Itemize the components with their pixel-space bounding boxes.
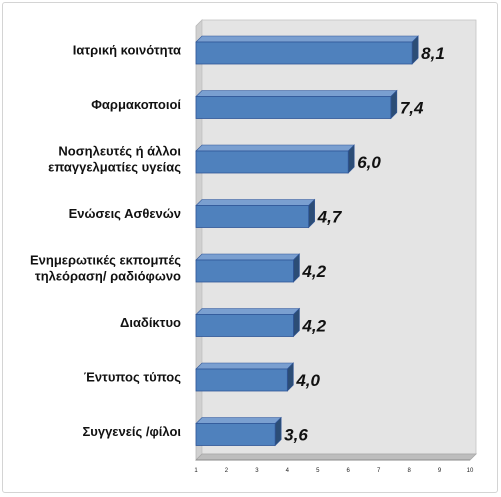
bar [195,423,276,446]
category-label: Διαδίκτυο [120,315,181,330]
side-wall [195,19,203,461]
floor [195,453,477,461]
bar [195,314,294,337]
x-tick-label: 1 [194,468,198,474]
data-label: 8,1 [421,44,445,63]
bar-top [195,308,301,315]
bar [195,368,288,392]
x-tick-label: 6 [347,468,351,474]
bar-top [195,199,316,206]
data-label: 4,7 [317,208,343,227]
category-label: Ενημερωτικές εκπομπές [30,253,181,268]
data-label: 4,2 [301,317,326,336]
bar-top [195,417,282,424]
bar [195,205,310,228]
x-tick-label: 7 [377,468,381,474]
category-label: Συγγενείς /φίλοι [82,424,181,439]
x-tick-label: 2 [225,468,229,474]
data-label: 4,0 [295,371,320,390]
category-label: Ενώσεις Ασθενών [69,206,181,221]
x-tick-label: 5 [316,468,320,474]
bar-top [195,362,295,370]
category-label: τηλεόραση/ ραδιόφωνο [35,269,181,284]
x-tick-label: 3 [255,468,259,474]
data-label: 7,4 [400,99,424,118]
bar-top [195,144,355,152]
bar [195,41,413,65]
bar-top [195,90,398,97]
data-label: 6,0 [357,153,381,172]
data-label: 4,2 [301,262,326,281]
category-label: Φαρμακοποιοί [91,97,181,112]
x-tick-label: 4 [286,468,290,474]
category-label: επαγγελματίες υγείας [48,160,181,175]
category-label: Νοσηλευτές ή άλλοι [58,144,181,159]
x-tick-label: 8 [407,468,411,474]
bar [195,259,294,283]
bar [195,96,392,119]
category-label: Ιατρική κοινότητα [73,43,181,58]
data-label: 3,6 [284,426,308,445]
category-label: Έντυπος τύπος [84,370,181,385]
x-tick-label: 10 [467,468,474,474]
bar-top [195,253,301,261]
bar-top [195,35,419,43]
bar [195,150,349,174]
x-tick-label: 9 [438,468,442,474]
